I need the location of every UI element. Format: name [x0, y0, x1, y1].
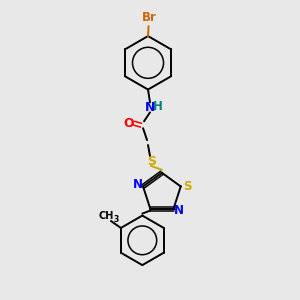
Text: N: N [173, 204, 184, 217]
Text: 3: 3 [113, 214, 119, 224]
Text: S: S [148, 155, 157, 168]
Text: N: N [145, 101, 155, 114]
Text: Br: Br [142, 11, 156, 24]
Text: S: S [183, 180, 192, 193]
Text: H: H [153, 100, 163, 113]
Text: N: N [133, 178, 143, 191]
Text: CH: CH [98, 211, 114, 221]
Text: O: O [123, 117, 134, 130]
